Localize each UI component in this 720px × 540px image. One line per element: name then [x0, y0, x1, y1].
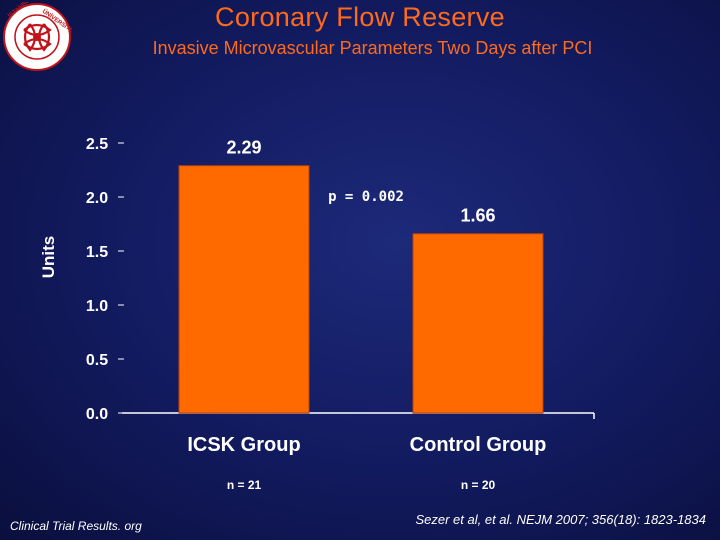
y-axis-label: Units — [39, 236, 58, 279]
bar-value-label: 1.66 — [460, 206, 495, 226]
university-logo: İSTANBUL ÜNİVERSİTESİ — [3, 2, 72, 71]
sample-size-label: n = 20 — [461, 478, 496, 492]
y-tick-label: 0.5 — [86, 352, 108, 369]
y-tick-label: 1.5 — [86, 244, 108, 261]
y-tick-label: 2.5 — [86, 136, 108, 153]
x-category-label: Control Group — [410, 434, 547, 456]
chart-subtitle: Invasive Microvascular Parameters Two Da… — [152, 38, 593, 58]
footer-source: Clinical Trial Results. org — [10, 519, 142, 533]
bar-control-group — [412, 233, 544, 414]
chart-title: Coronary Flow Reserve — [215, 2, 505, 32]
sample-size-label: n = 21 — [227, 478, 262, 492]
x-category-label: ICSK Group — [187, 434, 300, 456]
p-value-annotation: p = 0.002 — [328, 189, 404, 205]
footer-citation: Sezer et al, et al. NEJM 2007; 356(18): … — [415, 512, 706, 527]
y-tick-label: 0.0 — [86, 406, 108, 423]
y-tick-label: 1.0 — [86, 298, 108, 315]
bar-value-label: 2.29 — [226, 138, 261, 158]
y-tick-label: 2.0 — [86, 190, 108, 207]
bar-icsk-group — [178, 165, 310, 414]
